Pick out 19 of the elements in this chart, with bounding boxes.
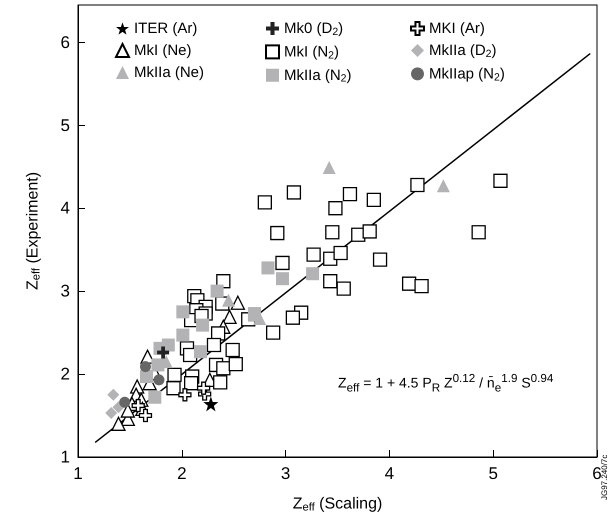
text: Z$_{eff}$ = 1 + 4.5 P$_{R}$ Z$^{0.12}$ / n̄$_{e}$$^{1.9}$ S$^{0.94}$ bbox=[338, 372, 554, 394]
x-tick-label: 1 bbox=[73, 464, 83, 483]
legend-label: MKI (Ar) bbox=[429, 20, 485, 37]
y-tick-label: 6 bbox=[60, 32, 70, 52]
y-tick-label: 4 bbox=[60, 198, 70, 218]
y-tick-label: 2 bbox=[60, 364, 70, 384]
x-tick-label: 5 bbox=[488, 464, 498, 483]
y-axis-title: Zeff (Experiment) bbox=[24, 172, 42, 290]
legend-label: ITER (Ar) bbox=[134, 20, 198, 37]
x-tick-label: 3 bbox=[280, 464, 290, 483]
y-tick-label: 5 bbox=[60, 116, 70, 135]
y-tick-label: 3 bbox=[60, 282, 70, 301]
y-tick-label: 1 bbox=[60, 448, 70, 466]
text: JG97.240/7c bbox=[600, 454, 609, 500]
x-tick-label: 2 bbox=[177, 464, 187, 483]
x-tick-label: 4 bbox=[384, 464, 394, 483]
x-tick-label: 6 bbox=[592, 464, 602, 483]
legend-label: MkI (Ne) bbox=[134, 42, 192, 59]
legend-label: MkIIa (Ne) bbox=[134, 64, 204, 81]
